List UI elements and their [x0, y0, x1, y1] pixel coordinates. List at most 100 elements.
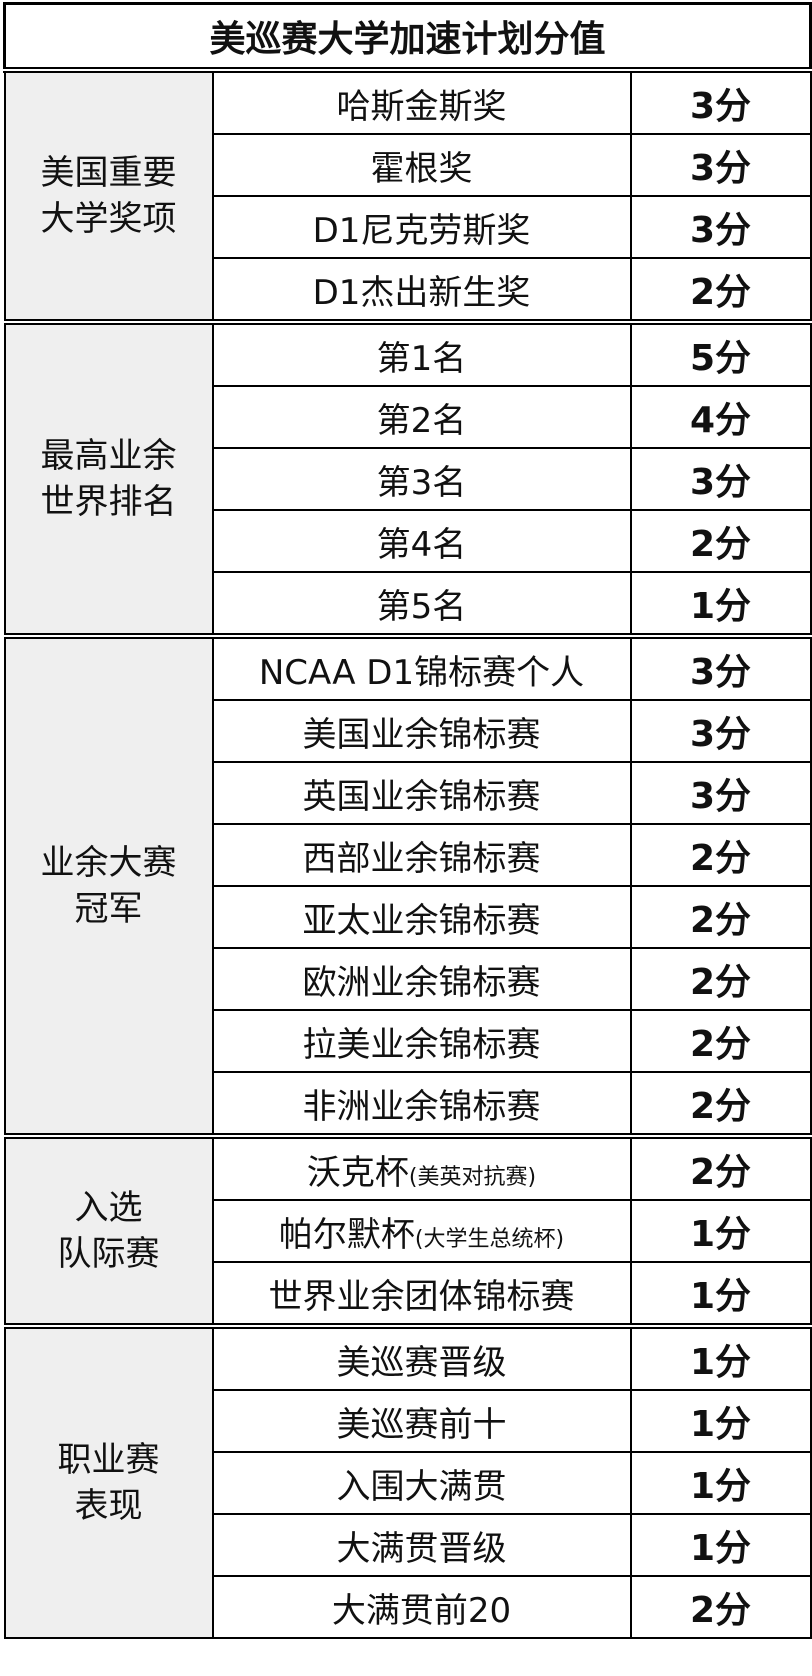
item-name: 第5名	[376, 586, 467, 627]
item-points: 1分	[629, 1323, 812, 1391]
item-cell: 沃克杯(美英对抗赛)	[211, 1133, 632, 1201]
item-points: 2分	[629, 1009, 812, 1073]
item-points: 2分	[629, 1071, 812, 1137]
item-points: 2分	[629, 257, 812, 323]
title-row: 美巡赛大学加速计划分值	[2, 2, 812, 72]
row: 第5名 1分	[5, 571, 812, 637]
row: 最高业余世界排名 第1名 5分	[3, 319, 812, 637]
item-cell: 大满贯晋级	[211, 1513, 632, 1577]
item-points: 3分	[629, 133, 812, 197]
score-table: 美巡赛大学加速计划分值 美国重要 大学奖项 哈斯金斯奖 3分 霍根奖 3分 D1尼克劳斯奖 3…	[2, 2, 812, 1639]
row: 美国重要大学奖项 哈斯金斯奖 3分	[3, 67, 812, 323]
item-cell: 西部业余锦标赛	[211, 823, 632, 887]
item-note: (大学生总统杯)	[414, 1226, 565, 1252]
item-points: 4分	[629, 385, 812, 449]
item-points: 2分	[629, 1575, 812, 1639]
row: 亚太业余锦标赛 2分	[5, 885, 812, 949]
item-points: 2分	[629, 947, 812, 1011]
group-label-line: 最高业余	[40, 436, 177, 476]
item-points: 5分	[629, 319, 812, 387]
item-points: 2分	[629, 509, 812, 573]
row: 第3名 3分	[5, 447, 812, 511]
item-name: D1杰出新生奖	[312, 272, 531, 313]
row: 欧洲业余锦标赛 2分	[5, 947, 812, 1011]
row: 帕尔默杯(大学生总统杯) 1分	[5, 1199, 812, 1263]
item-name: 英国业余锦标赛	[302, 776, 541, 817]
row: D1杰出新生奖 2分	[5, 257, 812, 323]
item-name: 帕尔默杯	[278, 1214, 415, 1255]
item-name: 哈斯金斯奖	[336, 86, 507, 127]
row: 非洲业余锦标赛 2分	[5, 1071, 812, 1137]
item-cell: 美国业余锦标赛	[211, 699, 632, 763]
row: 业余大赛 冠军 NCAA D1锦标赛个人 3分	[3, 633, 812, 1137]
item-name: 美国业余锦标赛	[302, 714, 541, 755]
item-cell: 美巡赛晋级	[211, 1323, 632, 1391]
group-label-line: 业余大赛	[40, 843, 177, 883]
group-label-line: 队际赛	[57, 1234, 160, 1274]
row: 世界业余团体锦标赛 1分	[5, 1261, 812, 1327]
table-body: 美巡赛大学加速计划分值 美国重要 大学奖项 哈斯金斯奖 3分 霍根奖 3分 D1尼克劳斯奖 3…	[2, 2, 812, 1639]
row: 西部业余锦标赛 2分	[5, 823, 812, 887]
item-points: 2分	[629, 885, 812, 949]
row: 职业赛 表现 美巡赛晋级 1分	[3, 1323, 812, 1639]
row: D1尼克劳斯奖 3分	[5, 195, 812, 259]
item-points: 2分	[629, 823, 812, 887]
group-label-line: 职业赛	[57, 1440, 160, 1480]
item-name: 第4名	[376, 524, 467, 565]
item-name: 美巡赛前十	[336, 1404, 507, 1445]
group-label: 最高业余 世界排名	[3, 319, 214, 637]
group-label-line: 入选	[74, 1188, 143, 1228]
item-points: 1分	[629, 1261, 812, 1327]
row: 大满贯晋级 1分	[5, 1513, 812, 1577]
group-label: 业余大赛 冠军	[3, 633, 214, 1137]
item-points: 1分	[629, 571, 812, 637]
row: 入选 队际赛 沃克杯(美英对抗赛) 2分	[3, 1133, 812, 1327]
item-name: 西部业余锦标赛	[302, 838, 541, 879]
item-points: 3分	[629, 447, 812, 511]
group-label-line: 美国重要	[40, 153, 177, 193]
item-name: 第2名	[376, 400, 467, 441]
item-cell: 第2名	[211, 385, 632, 449]
group-label: 职业赛 表现	[3, 1323, 214, 1639]
item-cell: 英国业余锦标赛	[211, 761, 632, 825]
item-cell: 欧洲业余锦标赛	[211, 947, 632, 1011]
row: 入围大满贯 1分	[5, 1451, 812, 1515]
item-cell: 世界业余团体锦标赛	[211, 1261, 632, 1327]
item-cell: D1杰出新生奖	[211, 257, 632, 323]
item-points: 1分	[629, 1389, 812, 1453]
item-cell: 哈斯金斯奖	[211, 67, 632, 135]
row: 第2名 4分	[5, 385, 812, 449]
item-name: 世界业余团体锦标赛	[268, 1276, 575, 1317]
title: 美巡赛大学加速计划分值	[2, 2, 812, 72]
item-cell: NCAA D1锦标赛个人	[211, 633, 632, 701]
item-points: 3分	[629, 67, 812, 135]
item-name: 第1名	[376, 338, 467, 379]
item-cell: 第1名	[211, 319, 632, 387]
item-name: 入围大满贯	[336, 1466, 507, 1507]
item-cell: 亚太业余锦标赛	[211, 885, 632, 949]
item-cell: 第4名	[211, 509, 632, 573]
row: 霍根奖 3分	[5, 133, 812, 197]
item-cell: 入围大满贯	[211, 1451, 632, 1515]
item-cell: 帕尔默杯(大学生总统杯)	[211, 1199, 632, 1263]
row: 美国业余锦标赛 3分	[5, 699, 812, 763]
group-label-line: 大学奖项	[40, 199, 177, 239]
item-name: 亚太业余锦标赛	[302, 900, 541, 941]
item-cell: D1尼克劳斯奖	[211, 195, 632, 259]
item-name: NCAA D1锦标赛个人	[258, 652, 585, 693]
item-name: 美巡赛晋级	[336, 1342, 507, 1383]
row: 大满贯前20 2分	[5, 1575, 812, 1639]
item-note: (美英对抗赛)	[408, 1164, 537, 1190]
item-cell: 大满贯前20	[211, 1575, 632, 1639]
item-cell: 第5名	[211, 571, 632, 637]
row: 第4名 2分	[5, 509, 812, 573]
item-name: 沃克杯	[306, 1152, 409, 1193]
item-points: 1分	[629, 1451, 812, 1515]
group-label-line: 世界排名	[40, 482, 177, 522]
item-name: D1尼克劳斯奖	[312, 210, 531, 251]
item-cell: 非洲业余锦标赛	[211, 1071, 632, 1137]
row: 美巡赛前十 1分	[5, 1389, 812, 1453]
item-name: 欧洲业余锦标赛	[302, 962, 541, 1003]
item-points: 3分	[629, 195, 812, 259]
